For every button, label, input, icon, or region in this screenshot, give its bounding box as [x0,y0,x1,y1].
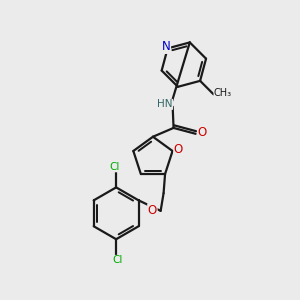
Text: O: O [148,204,157,217]
Text: Cl: Cl [112,255,123,266]
Text: CH₃: CH₃ [214,88,232,98]
Text: O: O [197,126,207,139]
Text: HN: HN [157,99,172,110]
Text: Cl: Cl [110,162,120,172]
Text: N: N [162,40,170,53]
Text: O: O [174,143,183,156]
